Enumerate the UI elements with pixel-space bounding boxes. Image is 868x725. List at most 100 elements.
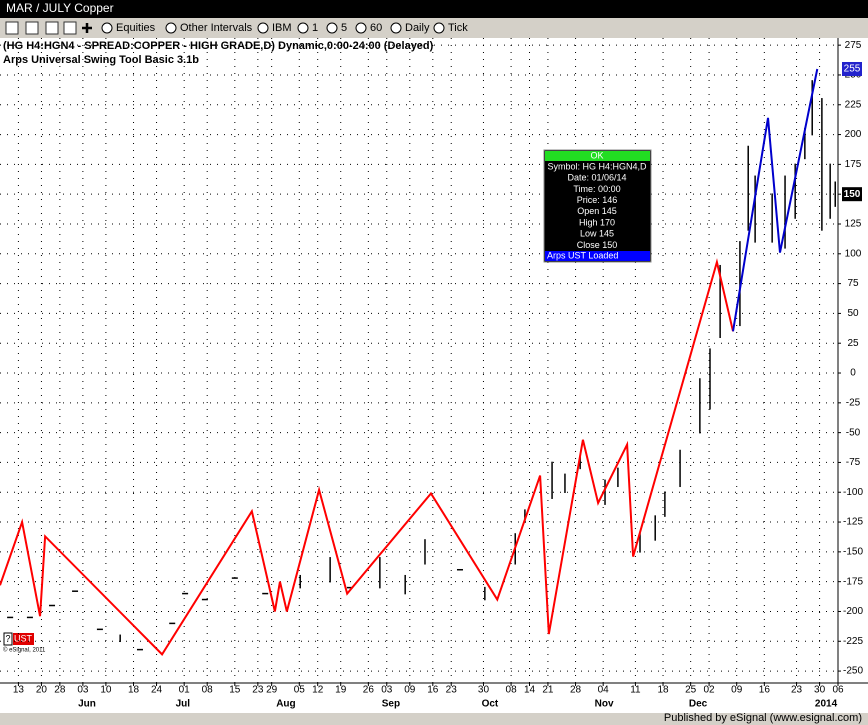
y-tick-label: 0 (850, 368, 856, 379)
month-label: Dec (689, 699, 708, 710)
x-tick-label: 02 (704, 685, 716, 696)
last-marker: 150 (844, 189, 861, 200)
toolbar-item[interactable]: 60 (370, 22, 382, 34)
price-bar (699, 378, 701, 434)
x-tick-label: 30 (478, 685, 490, 696)
price-bar (654, 515, 656, 541)
plot-area (0, 38, 838, 683)
info-box-bg (543, 149, 652, 263)
x-tick-label: 09 (404, 685, 416, 696)
y-tick-label: -100 (843, 487, 863, 498)
y-tick-label: 25 (847, 338, 859, 349)
x-tick-label: 08 (506, 685, 518, 696)
price-bar (72, 590, 79, 592)
x-tick-label: 20 (36, 685, 48, 696)
toolbar-item[interactable]: IBM (272, 22, 292, 34)
x-tick-label: 30 (814, 685, 826, 696)
x-tick-label: 24 (151, 685, 163, 696)
price-bar (784, 175, 786, 249)
price-bar (119, 634, 121, 643)
price-bar (484, 586, 486, 601)
x-tick-label: 28 (54, 685, 66, 696)
price-bar (231, 577, 238, 579)
copyright: © eSignal, 2011 (3, 647, 46, 654)
month-label: Jul (176, 699, 191, 710)
x-tick-label: 14 (524, 685, 536, 696)
last-marker-bg (842, 187, 862, 202)
y-tick-label: -150 (843, 546, 863, 557)
toolbar-icon[interactable] (326, 22, 338, 34)
toolbar-icon[interactable] (297, 22, 309, 34)
price-bar (136, 648, 143, 651)
indicator-button[interactable] (13, 633, 34, 645)
toolbar-icons (5, 21, 92, 35)
price-bar (299, 574, 301, 589)
high-marker-bg (842, 61, 862, 76)
x-tick-label: 04 (598, 685, 610, 696)
info-line: Low 145 (580, 229, 614, 239)
price-bar (639, 533, 641, 553)
toolbar-icon[interactable] (257, 22, 269, 34)
toolbar-icon[interactable] (390, 22, 402, 34)
price-bar (564, 473, 566, 493)
price-bar (379, 557, 381, 589)
add-icon[interactable] (82, 23, 92, 33)
price-bar (579, 455, 581, 470)
info-line: Date: 01/06/14 (567, 173, 626, 183)
month-label: 2014 (815, 699, 838, 710)
x-tick-label: 16 (759, 685, 771, 696)
swing-line (0, 258, 734, 656)
toolbar-icon[interactable] (101, 22, 113, 34)
icon[interactable] (63, 21, 77, 35)
price-bar (96, 628, 103, 631)
price-bar (719, 264, 721, 339)
price-bar (794, 163, 796, 219)
price-bar (604, 479, 606, 505)
price-bar (754, 175, 756, 243)
toolbar-item[interactable]: 5 (341, 22, 347, 34)
month-label: Oct (482, 699, 499, 710)
toolbar-icon[interactable] (165, 22, 177, 34)
date-axis (0, 683, 868, 713)
toolbar-item[interactable]: Equities (116, 22, 156, 34)
price-bar (182, 592, 189, 595)
y-tick-label: 75 (847, 278, 859, 289)
info-line: Time: 00:00 (573, 184, 620, 194)
toolbar-item[interactable]: Daily (405, 22, 430, 34)
price-bar (679, 449, 681, 488)
price-bar (524, 509, 526, 523)
x-tick-label: 29 (266, 685, 278, 696)
icon[interactable] (5, 21, 19, 35)
y-tick-label: 275 (845, 40, 862, 51)
price-bar (346, 586, 353, 589)
toolbar-item[interactable]: Other Intervals (180, 22, 253, 34)
x-tick-label: 16 (427, 685, 439, 696)
toolbar-icon[interactable] (355, 22, 367, 34)
icon[interactable] (45, 21, 59, 35)
icon[interactable] (25, 21, 39, 35)
month-label: Sep (382, 699, 400, 710)
chart-title: (HG H4:HGN4 - SPREAD:COPPER - HIGH GRADE… (3, 40, 434, 52)
price-axis (838, 38, 868, 683)
info-footer: Arps UST Loaded (547, 250, 618, 260)
y-tick-label: 100 (845, 248, 862, 259)
price-bar (551, 461, 553, 499)
price-bar (821, 98, 823, 231)
info-line: High 170 (579, 217, 615, 227)
y-tick-label: -200 (843, 606, 863, 617)
price-bar (49, 604, 56, 607)
swing-line (732, 68, 819, 332)
y-tick-label: -175 (843, 576, 863, 587)
info-header-bg (545, 151, 650, 161)
y-tick-label: 200 (845, 129, 862, 140)
x-tick-label: 06 (832, 685, 844, 696)
x-tick-label: 23 (252, 685, 264, 696)
toolbar-icon[interactable] (433, 22, 445, 34)
toolbar-item[interactable]: Tick (448, 22, 468, 34)
help-button[interactable] (3, 632, 13, 646)
toolbar-item[interactable]: 1 (312, 22, 318, 34)
price-bar (811, 80, 813, 136)
info-line: Price: 146 (577, 195, 618, 205)
high-marker: 255 (844, 64, 861, 75)
